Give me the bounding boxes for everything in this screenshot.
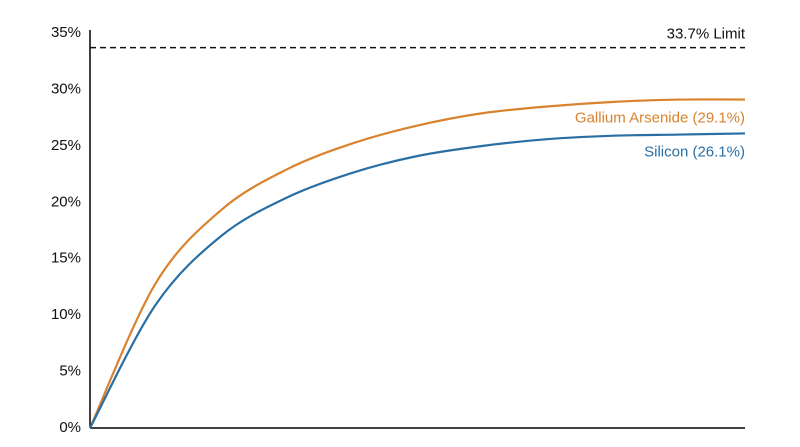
- y-tick-label: 35%: [51, 24, 81, 41]
- series-line: [88, 98, 746, 429]
- limit-label: 33.7% Limit: [667, 26, 746, 43]
- y-tick-label: 5%: [59, 363, 81, 380]
- y-tick-label: 25%: [51, 137, 81, 154]
- y-tick-label: 30%: [51, 80, 81, 97]
- y-tick-label: 15%: [51, 250, 81, 267]
- series-label: Gallium Arsenide (29.1%): [575, 110, 745, 127]
- y-tick-label: 20%: [51, 193, 81, 210]
- y-tick-label: 10%: [51, 306, 81, 323]
- series-line: [89, 132, 746, 429]
- series-label: Silicon (26.1%): [644, 143, 745, 160]
- y-tick-label: 0%: [59, 419, 81, 436]
